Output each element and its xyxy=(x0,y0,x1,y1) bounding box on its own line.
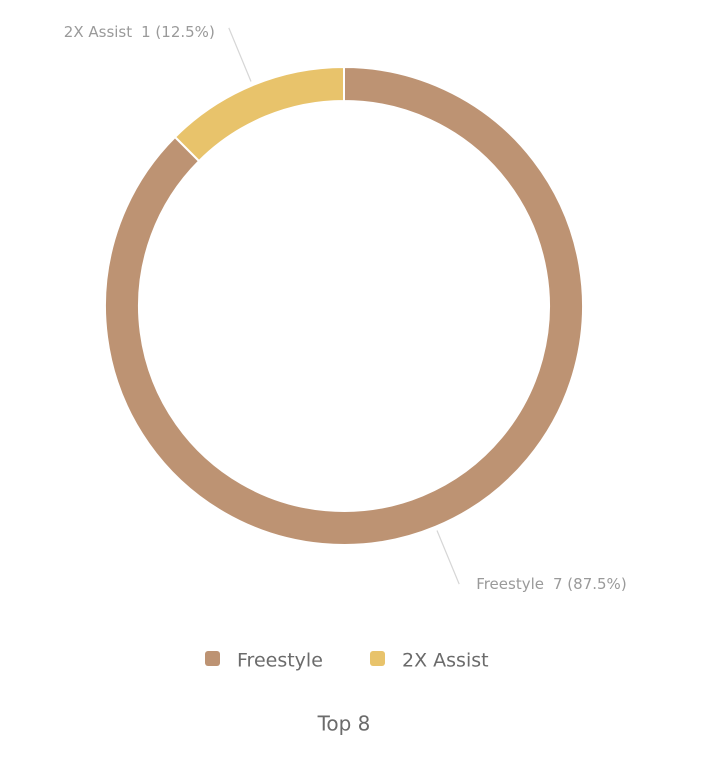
data-label: Freestyle 7 (87.5%) xyxy=(476,575,626,593)
donut-segment xyxy=(104,65,584,546)
legend-label: Freestyle xyxy=(237,650,323,672)
label-name: Freestyle xyxy=(476,575,544,593)
leader-line xyxy=(228,27,252,82)
label-value: 1 (12.5%) xyxy=(141,22,215,40)
legend-swatch xyxy=(205,651,220,666)
data-label: 2X Assist 1 (12.5%) xyxy=(64,22,215,40)
legend-label: 2X Assist xyxy=(402,650,489,672)
legend-swatch xyxy=(370,651,385,666)
leader-line xyxy=(436,530,460,585)
label-name: 2X Assist xyxy=(64,22,132,40)
chart-title: Top 8 xyxy=(317,712,371,736)
label-value: 7 (87.5%) xyxy=(553,575,627,593)
donut-segment xyxy=(173,65,345,163)
